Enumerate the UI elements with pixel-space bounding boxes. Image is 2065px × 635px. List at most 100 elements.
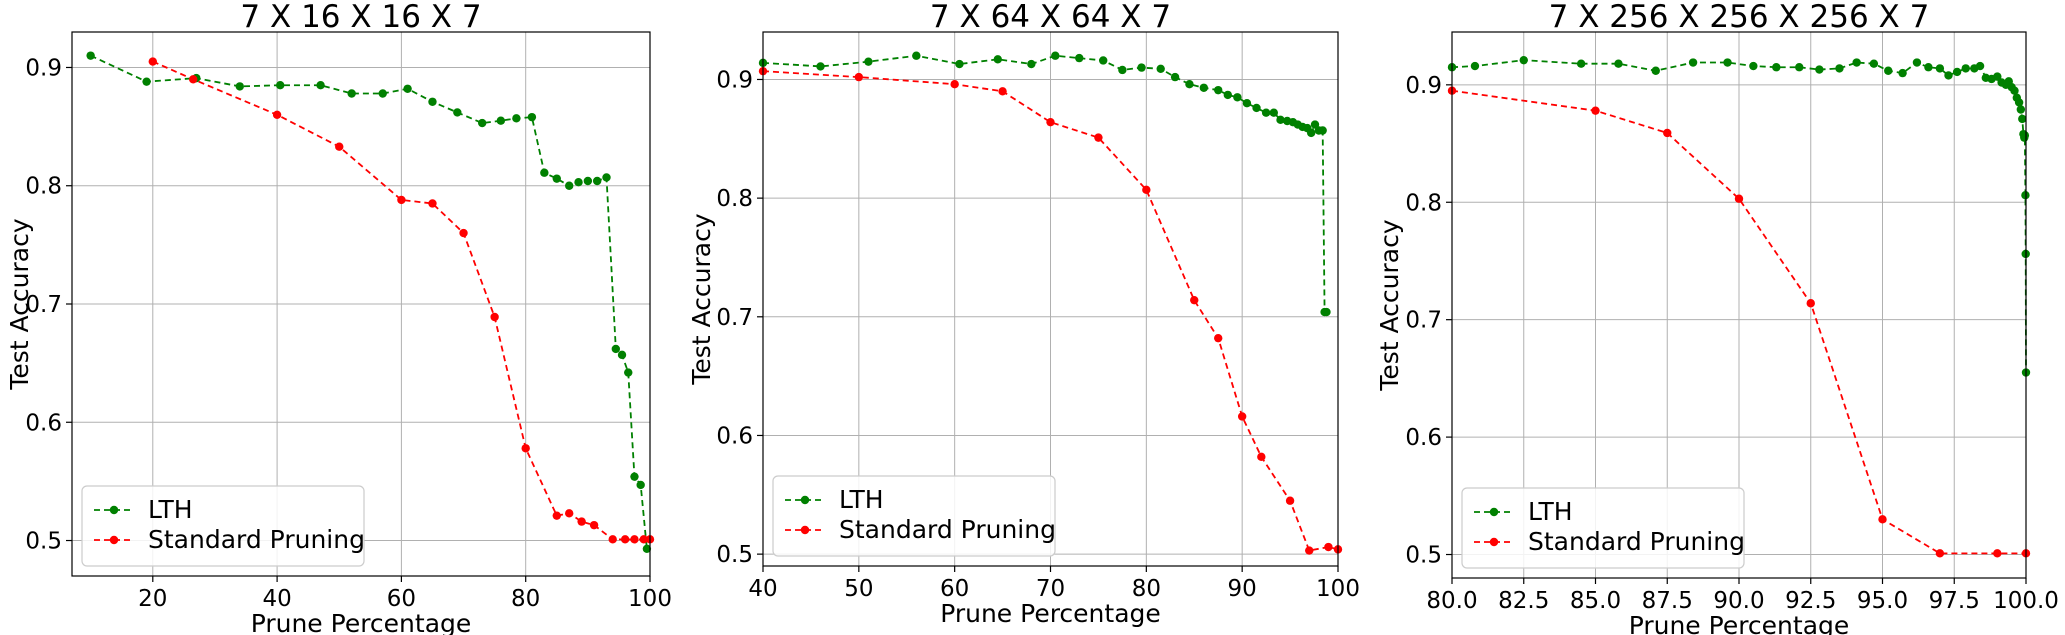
data-point xyxy=(2010,86,2019,95)
data-point xyxy=(617,350,627,360)
data-point xyxy=(1952,67,1962,77)
legend-swatch-marker xyxy=(1489,507,1499,517)
data-point xyxy=(611,344,621,354)
series-line xyxy=(152,60,650,541)
y-tick-label: 0.7 xyxy=(25,292,62,318)
data-point xyxy=(428,199,437,208)
y-axis-label: Test Accuracy xyxy=(5,218,34,391)
data-point xyxy=(1257,452,1266,462)
data-point xyxy=(1651,66,1660,75)
data-point xyxy=(1199,83,1209,92)
data-point xyxy=(1137,63,1146,72)
data-point xyxy=(642,544,652,553)
data-point xyxy=(1688,58,1698,67)
legend-label: LTH xyxy=(839,485,884,514)
x-tick-label: 90.0 xyxy=(1713,588,1764,614)
data-point xyxy=(602,173,611,182)
data-point xyxy=(1975,61,1985,71)
data-point xyxy=(1051,51,1060,60)
data-point xyxy=(1252,103,1261,113)
series-standard-pruning xyxy=(758,66,1343,555)
data-point xyxy=(998,87,1007,96)
data-point xyxy=(1285,496,1295,505)
x-axis-label: Prune Percentage xyxy=(940,599,1161,628)
legend-swatch-marker xyxy=(800,495,810,505)
data-point xyxy=(1322,307,1331,317)
data-point xyxy=(1878,515,1887,524)
x-tick-label: 20 xyxy=(138,586,167,612)
data-point xyxy=(2014,98,2024,107)
legend-box xyxy=(81,485,365,567)
data-point xyxy=(428,97,437,106)
data-point xyxy=(1318,126,1327,135)
data-point xyxy=(583,176,593,186)
x-tick-label: 85.0 xyxy=(1570,588,1621,614)
data-point xyxy=(403,84,412,93)
x-tick-label: 100 xyxy=(628,586,672,612)
data-point xyxy=(378,89,387,98)
data-point xyxy=(639,535,648,544)
data-point xyxy=(1734,194,1744,203)
data-point xyxy=(1935,64,1945,73)
data-point xyxy=(1869,59,1879,68)
data-point xyxy=(512,114,521,123)
x-tick-label: 97.5 xyxy=(1929,588,1980,614)
x-tick-label: 82.5 xyxy=(1498,588,1549,614)
data-point xyxy=(565,181,574,190)
data-point xyxy=(496,116,506,125)
data-point xyxy=(142,77,151,86)
y-tick-label: 0.8 xyxy=(25,174,62,200)
data-point xyxy=(1961,64,1970,73)
data-point xyxy=(1046,117,1055,127)
data-point xyxy=(1912,58,1922,67)
data-point xyxy=(1993,72,2002,81)
series-standard-pruning xyxy=(1447,86,2031,558)
x-tick-label: 80 xyxy=(511,586,540,612)
data-point xyxy=(527,112,537,122)
x-tick-label: 70 xyxy=(1036,576,1065,602)
chart-panel-3: 80.0 82.5 85.0 87.5 90.0 92.5 95.0 97.5 100.0 0.5… xyxy=(1375,0,2059,635)
y-tick-label: 0.6 xyxy=(1405,425,1442,451)
series-lth xyxy=(1447,55,2031,377)
data-point xyxy=(1223,90,1232,100)
data-point xyxy=(854,72,864,82)
data-point xyxy=(521,444,530,453)
legend-swatch-marker xyxy=(1489,537,1499,547)
data-point xyxy=(316,81,325,90)
data-point xyxy=(1772,63,1781,72)
data-point xyxy=(459,228,468,238)
data-point xyxy=(1269,108,1278,117)
data-point xyxy=(1305,546,1314,555)
x-tick-label: 40 xyxy=(262,586,291,612)
data-point xyxy=(1723,58,1732,67)
legend-swatch-marker xyxy=(800,525,810,535)
data-point xyxy=(630,535,639,544)
data-point xyxy=(1185,80,1194,89)
data-point xyxy=(1237,412,1247,421)
data-point xyxy=(1156,64,1165,73)
data-point xyxy=(552,174,561,183)
data-point xyxy=(1519,55,1528,65)
data-point xyxy=(2016,105,2026,114)
x-tick-label: 87.5 xyxy=(1642,588,1693,614)
data-point xyxy=(950,80,959,89)
data-point xyxy=(1835,64,1844,73)
x-tick-label: 100 xyxy=(1316,576,1360,602)
data-point xyxy=(1233,93,1242,102)
y-tick-label: 0.7 xyxy=(716,305,753,331)
data-point xyxy=(955,59,964,69)
data-point xyxy=(577,517,586,526)
x-tick-label: 90 xyxy=(1228,576,1257,602)
data-point xyxy=(1214,85,1223,95)
data-point xyxy=(2020,131,2030,140)
chart-panel-1: 20 40 60 80 100 0.5 0.6 0.7 0.8 0.9 7 X 16 X 16 X … xyxy=(5,0,672,635)
data-point xyxy=(1806,299,1815,308)
y-tick-label: 0.9 xyxy=(25,55,62,81)
data-point xyxy=(565,509,574,518)
x-tick-label: 60 xyxy=(387,586,416,612)
chart-panel-2: 40 50 60 70 80 90 100 0.5 0.6 0.7 0.8 0.9 7 X 64 X 6… xyxy=(687,0,1360,628)
data-point xyxy=(589,520,599,530)
data-point xyxy=(86,51,95,60)
data-point xyxy=(1242,99,1252,108)
